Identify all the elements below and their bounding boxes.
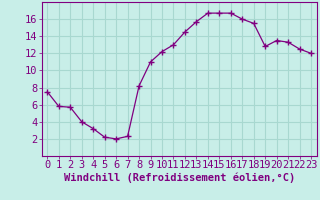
X-axis label: Windchill (Refroidissement éolien,°C): Windchill (Refroidissement éolien,°C) [64,173,295,183]
